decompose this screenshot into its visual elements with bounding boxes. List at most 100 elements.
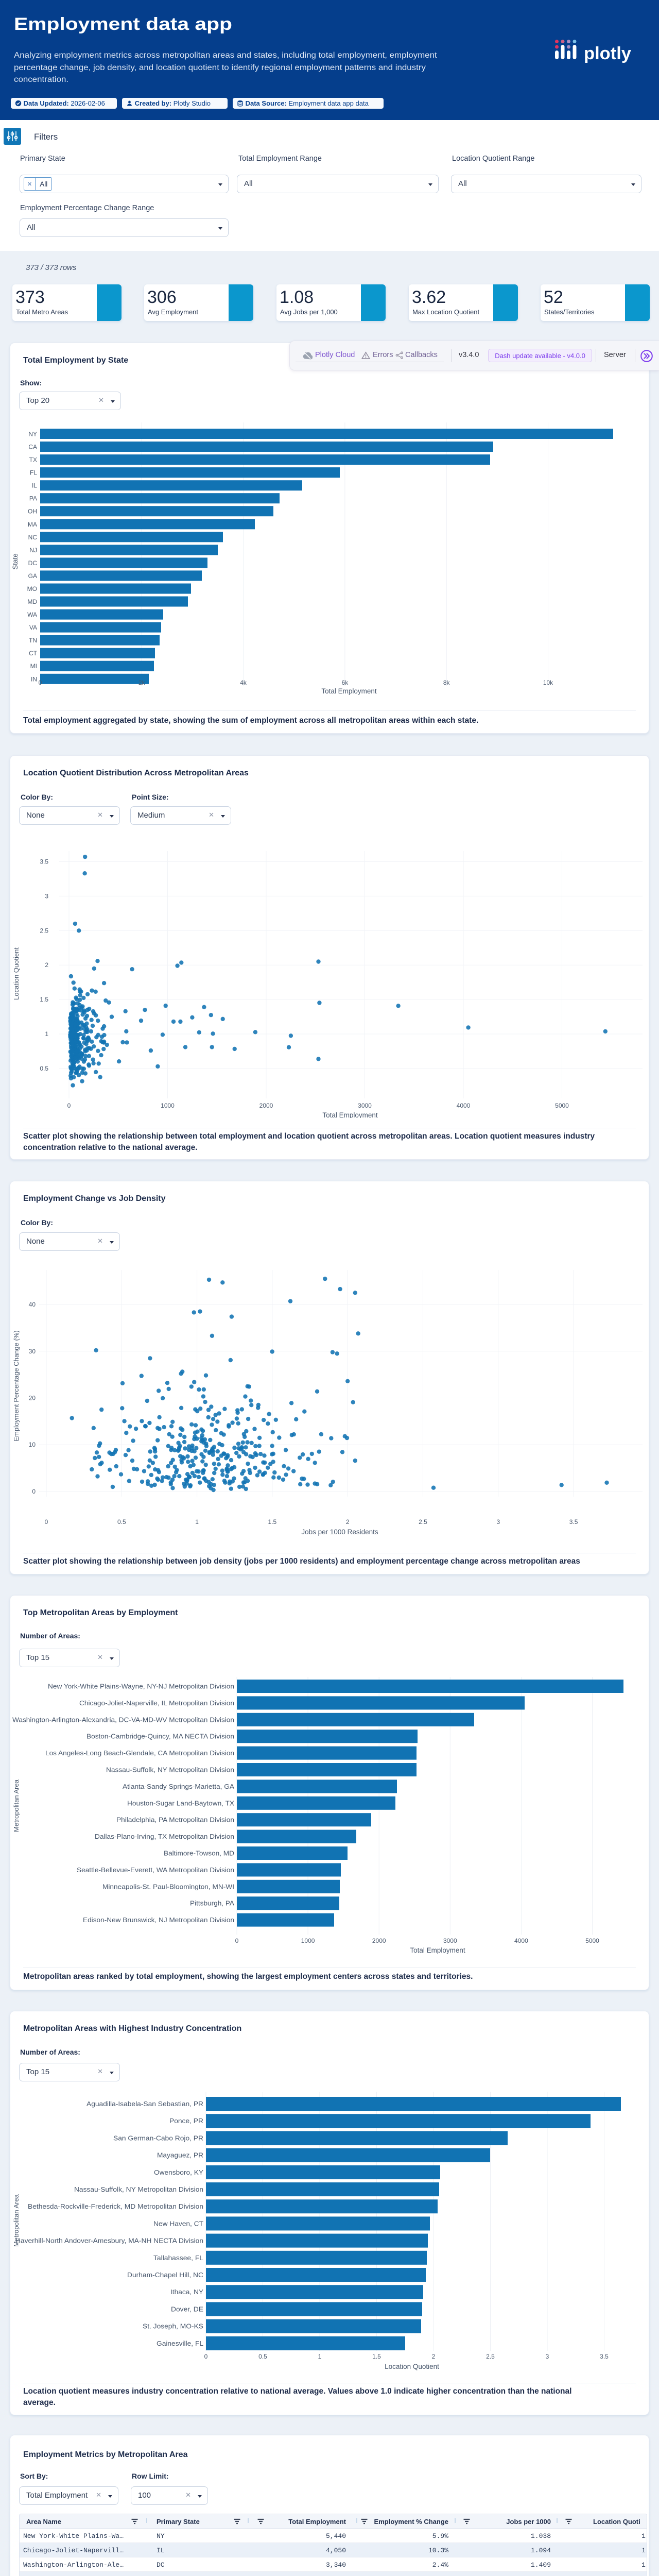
svg-text:OH: OH	[28, 508, 37, 515]
svg-text:Total Employment: Total Employment	[322, 1111, 378, 1118]
svg-text:1.5: 1.5	[40, 996, 48, 1003]
svg-text:Gainesville, FL: Gainesville, FL	[157, 2340, 203, 2347]
svg-text:Location Quotient: Location Quotient	[385, 2363, 439, 2370]
svg-text:Ithaca, NY: Ithaca, NY	[170, 2288, 203, 2296]
svg-text:2000: 2000	[259, 1102, 273, 1109]
svg-text:3.5: 3.5	[569, 1518, 578, 1526]
svg-text:Haverhill-North Andover-Amesbu: Haverhill-North Andover-Amesbury, MA-NH …	[15, 2237, 203, 2245]
svg-text:NJ: NJ	[29, 547, 37, 554]
svg-text:IL: IL	[32, 482, 37, 489]
svg-text:Owensboro, KY: Owensboro, KY	[154, 2168, 203, 2176]
svg-text:3: 3	[45, 892, 48, 900]
svg-text:0: 0	[39, 679, 42, 686]
svg-text:TX: TX	[29, 456, 37, 464]
svg-text:0: 0	[45, 1518, 48, 1526]
svg-text:0: 0	[32, 1488, 36, 1495]
svg-text:Total Employment: Total Employment	[410, 1946, 465, 1954]
svg-text:St. Joseph, MO-KS: St. Joseph, MO-KS	[143, 2323, 203, 2330]
svg-text:IN: IN	[31, 675, 37, 683]
svg-text:30: 30	[29, 1348, 36, 1355]
svg-text:3.5: 3.5	[600, 2353, 609, 2360]
svg-text:1: 1	[318, 2353, 322, 2360]
svg-text:VA: VA	[29, 624, 37, 631]
svg-text:0.5: 0.5	[40, 1065, 48, 1072]
svg-text:3000: 3000	[443, 1937, 457, 1944]
svg-text:WA: WA	[27, 611, 37, 618]
svg-text:Ponce, PR: Ponce, PR	[169, 2117, 203, 2125]
svg-text:Dover, DE: Dover, DE	[171, 2305, 203, 2313]
svg-text:TN: TN	[29, 637, 37, 644]
svg-text:4000: 4000	[457, 1102, 471, 1109]
svg-text:Location Quotient: Location Quotient	[12, 947, 20, 1000]
svg-text:Chicago-Joliet-Naperville, IL: Chicago-Joliet-Naperville, IL Metropolit…	[79, 1699, 234, 1707]
svg-text:Metropolitan Area: Metropolitan Area	[12, 2194, 20, 2247]
svg-text:San German-Cabo Rojo, PR: San German-Cabo Rojo, PR	[113, 2134, 203, 2142]
svg-text:1.5: 1.5	[268, 1518, 277, 1526]
svg-text:MD: MD	[27, 598, 37, 605]
svg-text:Durham-Chapel Hill, NC: Durham-Chapel Hill, NC	[127, 2271, 203, 2279]
svg-text:2k: 2k	[138, 679, 146, 686]
svg-text:FL: FL	[30, 469, 37, 477]
svg-text:Bethesda-Rockville-Frederick,: Bethesda-Rockville-Frederick, MD Metropo…	[28, 2202, 203, 2210]
svg-text:1.5: 1.5	[372, 2353, 381, 2360]
svg-text:Los Angeles-Long Beach-Glendal: Los Angeles-Long Beach-Glendale, CA Metr…	[45, 1749, 234, 1757]
svg-text:1000: 1000	[161, 1102, 175, 1109]
svg-text:MI: MI	[30, 663, 37, 670]
svg-text:Tallahassee, FL: Tallahassee, FL	[153, 2254, 203, 2262]
svg-text:3.5: 3.5	[40, 858, 48, 866]
svg-text:GA: GA	[28, 572, 37, 580]
svg-text:Aguadilla-Isabela-San Sebastia: Aguadilla-Isabela-San Sebastian, PR	[86, 2100, 203, 2108]
svg-text:NC: NC	[28, 534, 38, 541]
svg-text:plotly: plotly	[584, 44, 631, 63]
svg-text:3: 3	[546, 2353, 549, 2360]
svg-text:0: 0	[235, 1937, 239, 1944]
svg-text:2.5: 2.5	[419, 1518, 427, 1526]
svg-text:Minneapolis-St. Paul-Bloomingt: Minneapolis-St. Paul-Bloomington, MN-WI	[102, 1883, 234, 1890]
svg-text:2: 2	[45, 961, 48, 969]
svg-text:1: 1	[45, 1030, 48, 1038]
svg-text:2.5: 2.5	[486, 2353, 495, 2360]
svg-text:0: 0	[204, 2353, 208, 2360]
svg-text:Dallas-Plano-Irving, TX Metrop: Dallas-Plano-Irving, TX Metropolitan Div…	[95, 1833, 234, 1840]
svg-text:2: 2	[346, 1518, 350, 1526]
svg-text:New Haven, CT: New Haven, CT	[153, 2219, 203, 2227]
svg-text:3: 3	[496, 1518, 500, 1526]
svg-text:2: 2	[432, 2353, 436, 2360]
svg-text:10: 10	[29, 1441, 36, 1448]
svg-text:4000: 4000	[514, 1937, 528, 1944]
svg-text:6k: 6k	[342, 679, 349, 686]
svg-text:2.5: 2.5	[40, 927, 48, 934]
svg-text:8k: 8k	[443, 679, 450, 686]
svg-text:40: 40	[29, 1301, 36, 1308]
svg-text:Jobs per 1000 Residents: Jobs per 1000 Residents	[301, 1528, 378, 1536]
svg-text:PA: PA	[29, 495, 37, 502]
svg-text:Employment Percentage Change (: Employment Percentage Change (%)	[12, 1330, 20, 1441]
svg-text:CT: CT	[29, 650, 38, 657]
svg-text:MO: MO	[27, 585, 37, 592]
svg-text:Atlanta-Sandy Springs-Marietta: Atlanta-Sandy Springs-Marietta, GA	[123, 1783, 234, 1790]
svg-text:5000: 5000	[555, 1102, 569, 1109]
svg-text:Nassau-Suffolk, NY Metropolita: Nassau-Suffolk, NY Metropolitan Division	[74, 2185, 203, 2193]
svg-text:Edison-New Brunswick, NJ Metro: Edison-New Brunswick, NJ Metropolitan Di…	[83, 1916, 234, 1924]
svg-text:4k: 4k	[240, 679, 247, 686]
svg-text:Mayaguez, PR: Mayaguez, PR	[157, 2151, 203, 2159]
svg-text:1000: 1000	[301, 1937, 315, 1944]
svg-text:3000: 3000	[358, 1102, 372, 1109]
svg-text:State: State	[11, 553, 19, 570]
svg-text:0.5: 0.5	[258, 2353, 267, 2360]
svg-text:20: 20	[29, 1395, 36, 1402]
svg-text:Washington-Arlington-Alexandri: Washington-Arlington-Alexandria, DC-VA-M…	[12, 1716, 234, 1723]
svg-text:Baltimore-Towson, MD: Baltimore-Towson, MD	[164, 1850, 234, 1857]
svg-text:DC: DC	[28, 560, 38, 567]
svg-text:Total Employment: Total Employment	[321, 687, 377, 695]
svg-text:10k: 10k	[543, 679, 553, 686]
svg-text:Houston-Sugar Land-Baytown, TX: Houston-Sugar Land-Baytown, TX	[127, 1799, 234, 1807]
svg-text:1: 1	[195, 1518, 199, 1526]
svg-text:Metropolitan Area: Metropolitan Area	[12, 1779, 20, 1832]
svg-text:0: 0	[67, 1102, 71, 1109]
svg-text:New York-White Plains-Wayne, N: New York-White Plains-Wayne, NY-NJ Metro…	[48, 1683, 234, 1690]
svg-text:Philadelphia, PA Metropolitan: Philadelphia, PA Metropolitan Division	[116, 1816, 234, 1824]
svg-text:2000: 2000	[372, 1937, 386, 1944]
svg-text:Pittsburgh, PA: Pittsburgh, PA	[190, 1900, 234, 1907]
svg-text:Boston-Cambridge-Quincy, MA NE: Boston-Cambridge-Quincy, MA NECTA Divisi…	[86, 1733, 234, 1740]
